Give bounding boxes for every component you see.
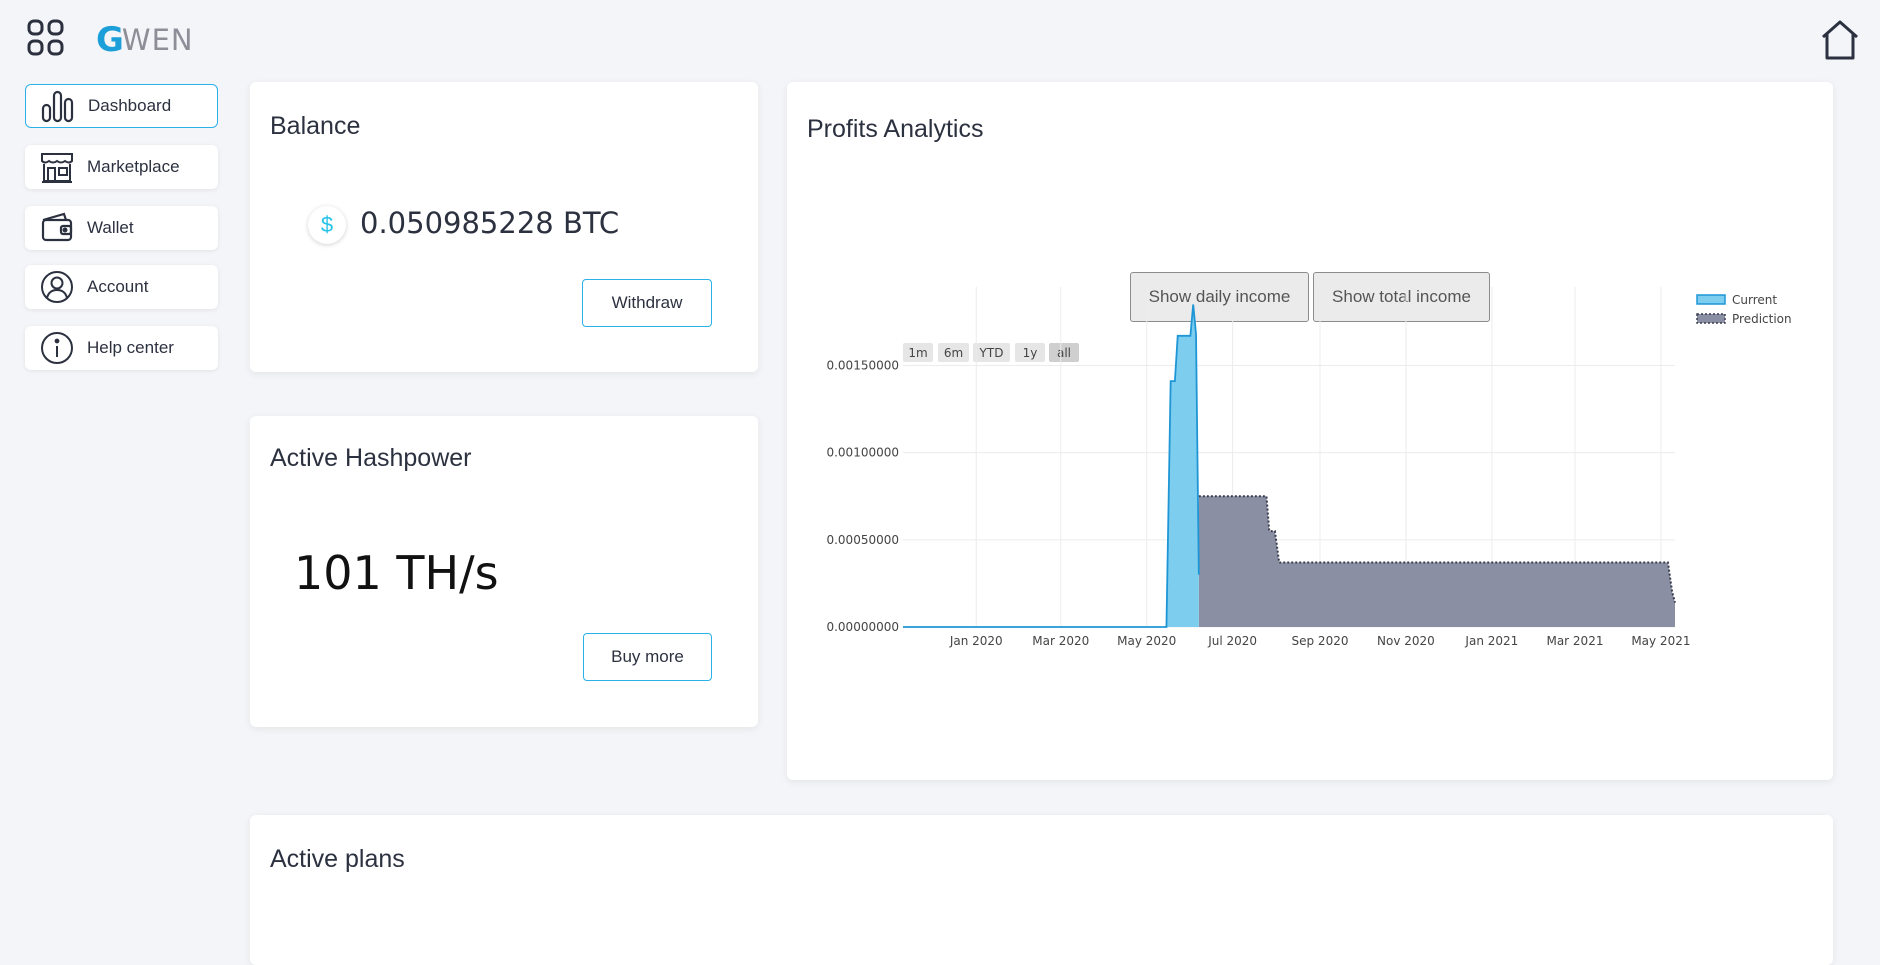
profits-analytics-card: Profits Analytics Show daily income Show… [787,82,1833,780]
sidebar-item-label: Account [87,277,149,296]
sidebar-item-label: Marketplace [87,157,180,176]
range-1m-button[interactable]: 1m [903,343,933,362]
active-plans-card: Active plans [250,815,1833,965]
sidebar-item-account[interactable]: Account [25,265,218,309]
x-tick-label: Jul 2020 [1207,634,1257,648]
logo[interactable]: G WEN [96,20,194,60]
legend-label-prediction: Prediction [1732,312,1792,326]
x-tick-label: Sep 2020 [1292,634,1349,648]
range-ytd-button[interactable]: YTD [973,343,1010,362]
sidebar-item-label: Wallet [87,218,134,237]
x-tick-label: May 2020 [1117,634,1176,648]
range-6m-button[interactable]: 6m [938,343,969,362]
legend-swatch-prediction [1696,313,1726,324]
coin-symbol: $ [320,212,334,237]
active-plans-title: Active plans [270,845,405,873]
storefront-icon [39,149,75,185]
withdraw-button[interactable]: Withdraw [582,279,712,327]
buy-more-button[interactable]: Buy more [583,633,712,681]
x-tick-label: Jan 2020 [949,634,1003,648]
balance-card: Balance $ 0.050985228 BTC Withdraw [250,82,758,372]
show-daily-income-button[interactable]: Show daily income [1130,272,1309,322]
user-circle-icon [39,269,75,305]
home-icon[interactable] [1818,18,1862,62]
y-tick-label: 0.00150000 [826,358,899,372]
x-tick-label: Mar 2020 [1032,634,1089,648]
profits-title: Profits Analytics [807,115,984,143]
bar-chart-icon [40,88,76,124]
sidebar-item-label: Help center [87,338,174,357]
sidebar-item-marketplace[interactable]: Marketplace [25,145,218,189]
x-tick-label: Nov 2020 [1377,634,1435,648]
apps-grid-icon[interactable] [26,18,66,58]
sidebar-item-label: Dashboard [88,96,172,115]
profits-chart: Jan 2020 Mar 2020 May 2020 Jul 2020 Sep 2020… [826,287,1792,648]
logo-text: WEN [121,23,194,57]
current-area [903,304,1199,627]
logo-g: G [96,20,124,60]
legend-swatch-current [1696,294,1726,305]
range-1y-button[interactable]: 1y [1015,343,1045,362]
x-tick-label: May 2021 [1631,634,1690,648]
sidebar-item-wallet[interactable]: Wallet [25,206,218,250]
sidebar-item-dashboard[interactable]: Dashboard [25,84,218,128]
y-tick-label: 0.00050000 [826,533,899,547]
prediction-line [1198,495,1676,603]
x-tick-label: Mar 2021 [1546,634,1603,648]
hashpower-value: 101 TH/s [294,546,499,600]
info-icon [39,330,75,366]
prediction-area [1198,496,1675,627]
x-tick-label: Jan 2021 [1464,634,1518,648]
hashpower-card: Active Hashpower 101 TH/s Buy more [250,416,758,727]
balance-title: Balance [270,112,361,140]
sidebar-item-help-center[interactable]: Help center [25,326,218,370]
current-line [903,304,1200,628]
dollar-coin-icon: $ [308,206,346,244]
wallet-icon [39,210,75,246]
hashpower-title: Active Hashpower [270,444,472,472]
show-total-income-button[interactable]: Show total income [1313,272,1490,322]
balance-value: 0.050985228 BTC [360,206,620,240]
y-tick-label: 0.00100000 [826,446,899,460]
legend-label-current: Current [1732,293,1777,307]
y-tick-label: 0.00000000 [826,620,899,634]
